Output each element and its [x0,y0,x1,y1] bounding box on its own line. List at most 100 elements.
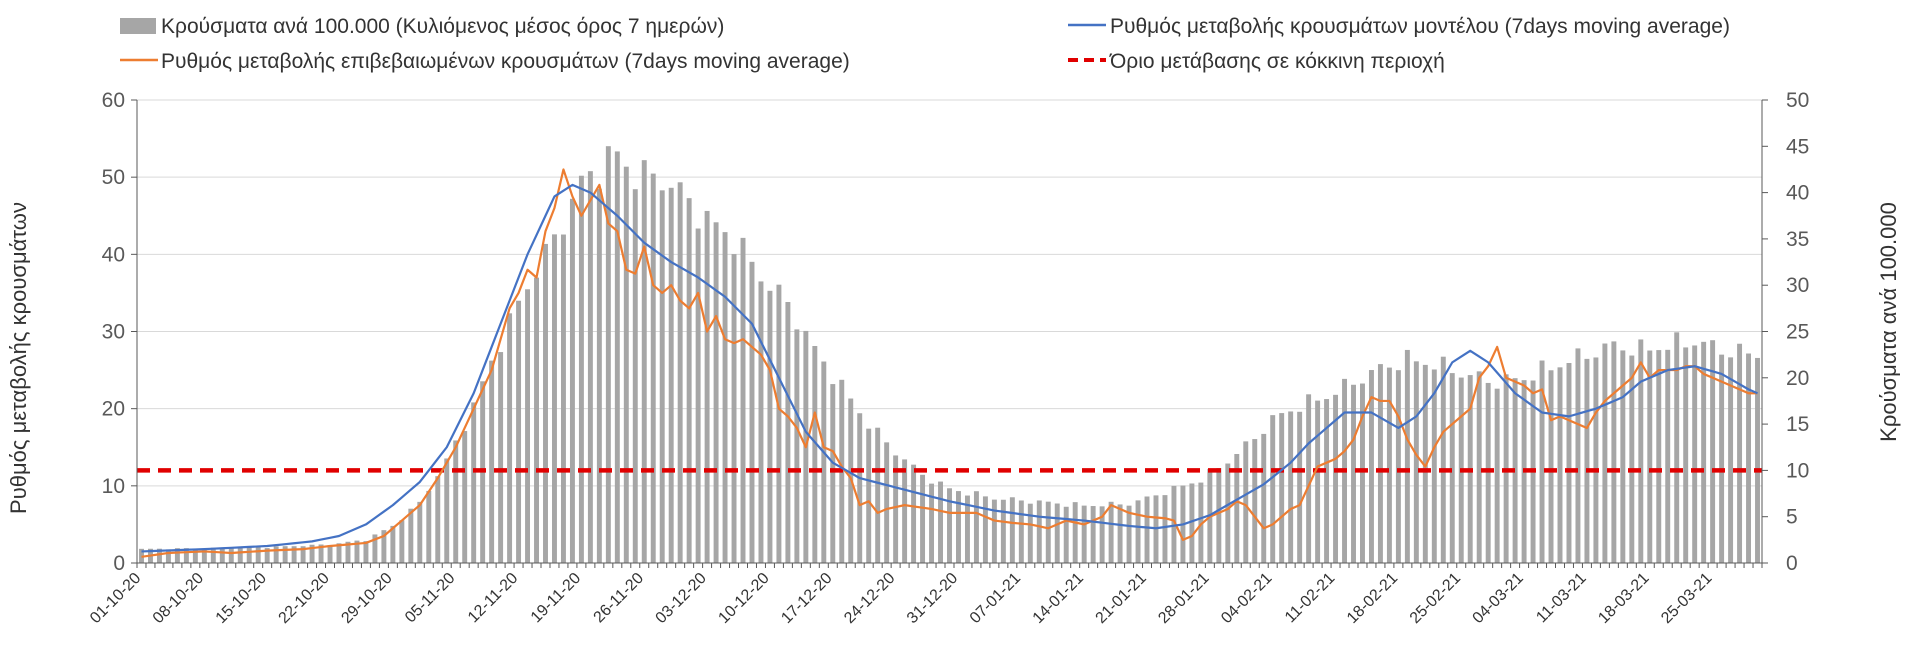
case-bar [273,546,279,563]
model-rate-line [141,183,1758,553]
case-bar [991,499,997,563]
case-bar [327,545,333,563]
legend-confirmed-label: Ρυθμός μεταβολής επιβεβαιωμένων κρουσμάτ… [161,50,850,73]
case-bar [1602,343,1608,563]
legend-bars-label: Κρούσματα ανά 100.000 (Κυλιόμενος μέσος … [161,15,724,38]
case-bar [1683,347,1689,563]
confirmed-rate-line [141,168,1758,558]
case-bar [1297,411,1303,563]
x-tick-label: 18-03-21 [1595,570,1652,627]
case-bar [614,151,620,563]
x-tick-label: 25-03-21 [1658,570,1715,627]
case-bar [219,547,225,563]
case-bar [1189,483,1195,563]
case-bar [291,546,297,563]
case-bar [1279,413,1285,563]
case-bar [578,175,584,564]
case-bar [1324,399,1330,563]
case-bar [1270,415,1276,563]
case-bar [156,548,162,563]
case-bar [1117,504,1123,563]
x-tick-label: 21-01-21 [1093,570,1150,627]
case-bar [1162,495,1168,563]
case-bar [1710,340,1716,563]
case-bar [686,198,692,563]
case-bar [1449,373,1455,563]
case-bar [1593,357,1599,563]
case-bar [1404,349,1410,563]
case-bar [498,352,504,563]
case-bar [381,530,387,563]
case-bar [1135,500,1141,563]
case-bar [192,548,198,563]
case-bar [534,277,539,563]
case-bar [228,548,234,563]
case-bar [246,547,252,563]
case-bar [857,413,863,563]
case-bar [1072,502,1078,563]
case-bar [794,329,800,563]
case-bar [201,548,207,563]
case-bar [507,313,513,563]
case-bar [1647,350,1653,563]
case-bar [1171,485,1177,563]
case-bar [1144,496,1150,563]
y-tick-left-label: 0 [113,552,125,575]
case-bar [1027,503,1033,563]
y-tick-left-label: 10 [102,475,125,498]
y-ticks-right: 0 5 10 15 20 25 30 35 40 45 50 [1762,89,1809,575]
case-bar [731,254,737,563]
y-tick-right-label: 40 [1786,182,1809,205]
case-bar [453,440,459,563]
case-bar [1485,382,1491,563]
case-bar [605,146,611,563]
y-tick-right-label: 30 [1786,274,1809,297]
case-bar [489,360,495,563]
case-bar [785,302,791,563]
case-bar [964,495,970,563]
case-bar [1234,454,1240,563]
case-bar [956,491,961,563]
x-tick-label: 05-11-20 [402,570,459,627]
case-bar [1692,345,1698,563]
x-tick-label: 25-02-21 [1407,570,1464,627]
case-bar [1216,468,1222,563]
case-bar [1431,369,1437,563]
case-bar [569,198,575,564]
y-tick-right-label: 45 [1786,135,1809,158]
case-bar [1045,501,1051,563]
case-bar [875,427,881,563]
case-bar [363,541,369,563]
case-bar [345,541,351,563]
case-bar [659,190,665,563]
case-bar [902,459,908,563]
y-tick-left-label: 60 [102,89,125,112]
x-tick-label: 28-01-21 [1155,570,1212,627]
x-tick-label: 04-03-21 [1470,570,1527,627]
case-bar [1108,501,1114,563]
case-bar [1009,497,1015,563]
case-bar [1081,505,1087,563]
y-tick-left-label: 30 [102,321,125,344]
case-bar [1351,384,1356,563]
case-bar [1243,441,1249,563]
case-bar [1629,355,1635,563]
case-bar [336,543,342,563]
case-bar [309,544,315,563]
case-bar [1584,358,1590,563]
case-bar [1476,371,1482,563]
case-bar [318,544,324,563]
x-tick-label: 26-11-20 [591,570,648,627]
case-bar [911,464,917,563]
case-bar [255,547,261,563]
case-bar [237,547,243,563]
x-tick-label: 19-11-20 [528,570,585,627]
x-tick-label: 08-10-20 [150,570,207,627]
case-bar [866,428,872,563]
case-bar [1620,350,1626,563]
case-bar [282,546,288,563]
case-bar [543,243,548,563]
case-bar [1611,341,1617,563]
case-bar [677,182,683,564]
legend-threshold-label: Όριο μετάβασης σε κόκκινη περιοχή [1109,50,1445,73]
